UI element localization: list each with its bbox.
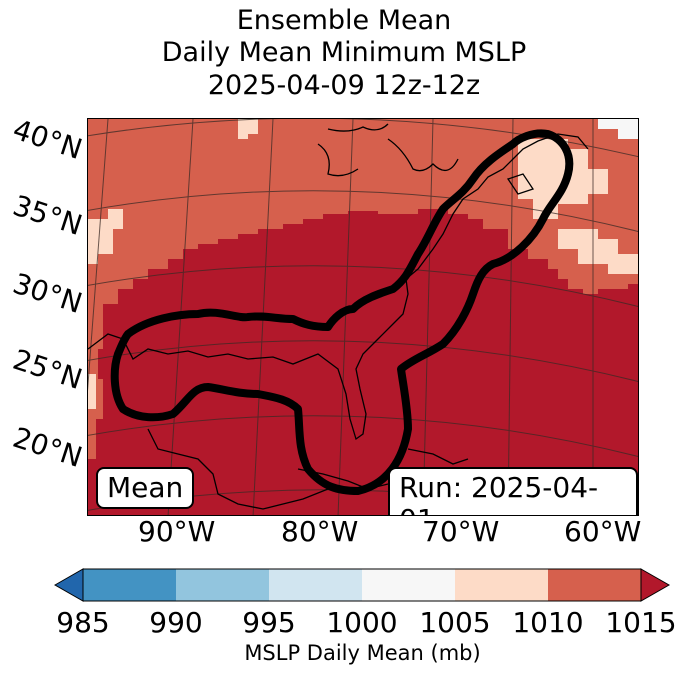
lat-label-35: 35°N bbox=[8, 188, 87, 243]
colorbar-tick-1015: 1015 bbox=[605, 606, 677, 639]
map-panel: Mean Run: 2025-04-01 bbox=[87, 118, 639, 516]
lon-label-60w: 60°W bbox=[564, 515, 642, 548]
colorbar-segment-1010 bbox=[548, 569, 641, 601]
lat-label-20: 20°N bbox=[8, 420, 87, 475]
mslp-map bbox=[88, 119, 638, 515]
run-date-box: Run: 2025-04-01 bbox=[388, 467, 638, 515]
colorbar-extend-low bbox=[53, 568, 84, 602]
mean-label-box: Mean bbox=[96, 467, 195, 509]
colorbar-segment-995 bbox=[269, 569, 362, 601]
lon-label-70w: 70°W bbox=[422, 515, 500, 548]
title-line-3: 2025-04-09 12z-12z bbox=[207, 70, 481, 101]
lon-label-80w: 80°W bbox=[281, 515, 359, 548]
title-line-2: Daily Mean Minimum MSLP bbox=[161, 37, 527, 68]
colorbar-tick-990: 990 bbox=[149, 606, 203, 639]
colorbar-segment-1005 bbox=[455, 569, 548, 601]
lon-label-90w: 90°W bbox=[138, 515, 216, 548]
probability-contour bbox=[110, 129, 574, 495]
field-1005-north bbox=[238, 119, 258, 139]
field-1005-east bbox=[558, 229, 638, 274]
colorbar-label: MSLP Daily Mean (mb) bbox=[244, 641, 481, 665]
colorbar-extend-high bbox=[640, 568, 671, 602]
lat-label-25: 25°N bbox=[8, 342, 87, 397]
field-1000-northeast bbox=[598, 119, 638, 139]
field-1005-west bbox=[88, 209, 123, 264]
colorbar-tick-1010: 1010 bbox=[512, 606, 584, 639]
graticule bbox=[88, 119, 638, 515]
title-line-1: Ensemble Mean bbox=[236, 5, 452, 36]
field-1005-southwest bbox=[88, 374, 96, 409]
colorbar-tick-1005: 1005 bbox=[419, 606, 491, 639]
field-1010-north bbox=[88, 119, 638, 314]
colorbar bbox=[53, 568, 671, 602]
colorbar-tick-995: 995 bbox=[242, 606, 296, 639]
colorbar-segment-1000 bbox=[362, 569, 455, 601]
lat-label-40: 40°N bbox=[8, 112, 87, 167]
colorbar-outline bbox=[82, 568, 642, 602]
colorbar-segment-985 bbox=[83, 569, 176, 601]
colorbar-tick-985: 985 bbox=[56, 606, 110, 639]
lat-label-30: 30°N bbox=[8, 266, 87, 321]
colorbar-segment-990 bbox=[176, 569, 269, 601]
colorbar-tick-1000: 1000 bbox=[326, 606, 398, 639]
